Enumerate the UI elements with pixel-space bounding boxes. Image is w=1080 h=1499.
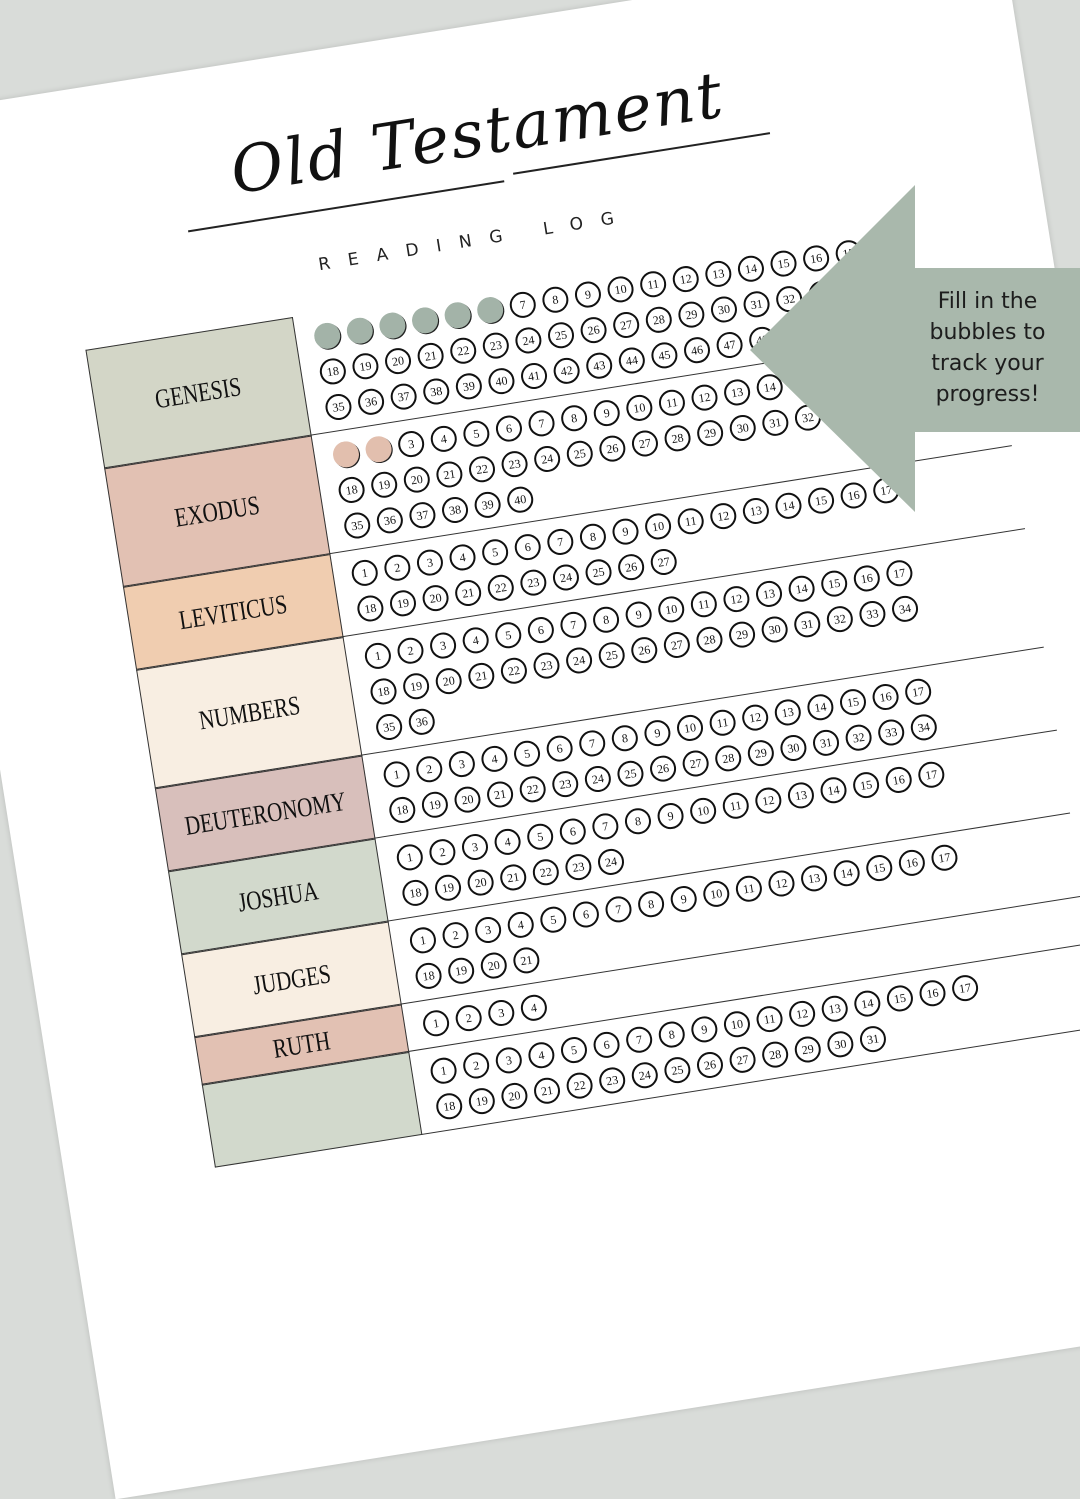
- callout-text: Fill in the bubbles to track your progre…: [900, 286, 1075, 410]
- callout-line-2: track your progress!: [931, 351, 1044, 407]
- chapter-bubble[interactable]: 21: [532, 1075, 562, 1106]
- chapter-bubble[interactable]: 20: [499, 1081, 530, 1111]
- chapter-bubble[interactable]: 19: [466, 1086, 497, 1116]
- chapter-bubble[interactable]: 18: [434, 1091, 465, 1122]
- arrow-left-icon: [750, 185, 1080, 512]
- callout: [750, 185, 1080, 512]
- callout-line-1: Fill in the bubbles to: [929, 289, 1046, 345]
